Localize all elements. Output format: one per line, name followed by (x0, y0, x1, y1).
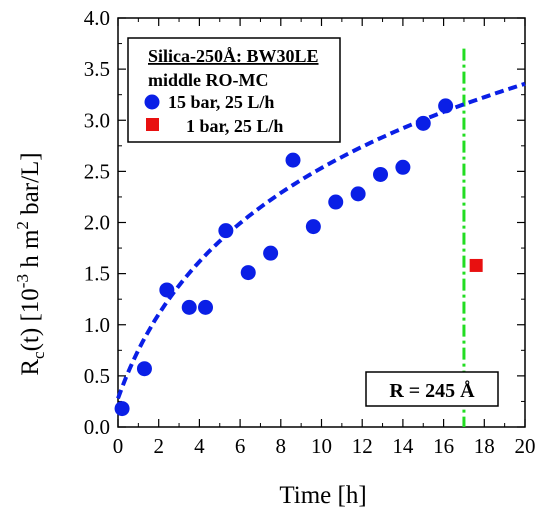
x-tick-label: 10 (311, 434, 332, 458)
data-point-circle (240, 265, 256, 281)
legend: Silica-250Å: BW30LE middle RO-MC 15 bar,… (127, 37, 341, 143)
legend-subtitle: middle RO-MC (148, 70, 269, 90)
data-point-circle (438, 98, 454, 114)
x-tick-label: 6 (235, 434, 246, 458)
legend-marker-square (146, 118, 159, 131)
vline-annotation: R = 245 Å (365, 371, 499, 407)
data-point-circle (350, 186, 366, 202)
data-point-circle (181, 299, 197, 315)
data-point-square (469, 258, 483, 272)
legend-title: Silica-250Å: BW30LE (148, 46, 319, 66)
y-tick-label: 0.0 (84, 415, 110, 439)
data-point-circle (415, 115, 431, 131)
data-point-circle (305, 219, 321, 235)
x-tick-label: 8 (276, 434, 287, 458)
y-tick-label: 3.0 (84, 108, 110, 132)
data-point-circle (114, 401, 130, 417)
y-tick-label: 4.0 (84, 6, 110, 30)
y-tick-label: 3.5 (84, 57, 110, 81)
x-tick-label: 18 (474, 434, 495, 458)
data-point-circle (198, 299, 214, 315)
data-point-circle (263, 245, 279, 261)
x-tick-label: 12 (352, 434, 373, 458)
data-point-circle (218, 223, 234, 239)
y-tick-label: 1.0 (84, 313, 110, 337)
y-tick-label: 2.5 (84, 159, 110, 183)
annotation-label: R = 245 Å (389, 379, 475, 402)
x-tick-label: 20 (515, 434, 536, 458)
y-axis-label: Rc(t) [10-3 h m2 bar/L] (13, 152, 48, 375)
x-tick-label: 14 (392, 434, 414, 458)
legend-label-series-2: 1 bar, 25 L/h (186, 116, 283, 136)
annotation-box (365, 371, 499, 407)
x-tick-label: 16 (433, 434, 454, 458)
y-tick-label: 2.0 (84, 211, 110, 235)
data-point-circle (373, 166, 389, 182)
legend-box (127, 37, 341, 143)
data-point-circle (159, 282, 175, 298)
data-point-circle (285, 152, 301, 168)
y-tick-label: 0.5 (84, 364, 110, 388)
x-tick-label: 2 (153, 434, 164, 458)
y-tick-label: 1.5 (84, 262, 110, 286)
data-point-circle (395, 159, 411, 175)
legend-marker-circle (144, 94, 160, 110)
data-point-circle (136, 361, 152, 377)
data-point-circle (328, 194, 344, 210)
x-tick-label: 4 (194, 434, 205, 458)
fit-curve (116, 81, 526, 400)
legend-label-series-1: 15 bar, 25 L/h (168, 92, 274, 112)
x-tick-label: 0 (113, 434, 124, 458)
x-axis-label: Time [h] (279, 482, 366, 509)
plot-layer: 0 2 4 6 8 10 12 14 16 18 20 0.0 0.5 1.0 1.5 2.0 2.5 3.0 3.… (84, 6, 536, 458)
